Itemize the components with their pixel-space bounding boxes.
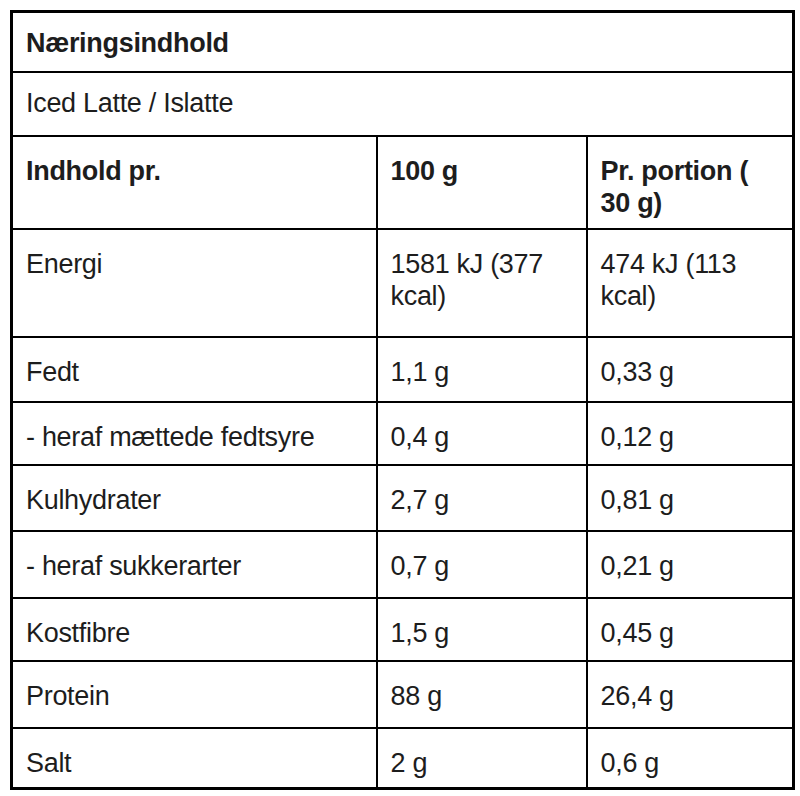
value-per-100g: 1,5 g bbox=[377, 598, 587, 661]
value-per-portion: 0,81 g bbox=[587, 465, 794, 531]
value-per-100g: 0,7 g bbox=[377, 531, 587, 598]
value-per-100g: 2 g bbox=[377, 728, 587, 789]
column-header-label: Indhold pr. bbox=[12, 136, 377, 229]
row-label: Salt bbox=[12, 728, 377, 789]
column-header-per-portion-line1: Pr. portion ( bbox=[601, 155, 783, 187]
value-per-portion: 474 kJ (113 kcal) bbox=[587, 229, 794, 337]
value-per-portion-line2: kcal) bbox=[601, 280, 783, 312]
nutrition-row-salt: Salt 2 g 0,6 g bbox=[12, 728, 794, 789]
row-label: - heraf mættede fedtsyre bbox=[12, 402, 377, 465]
row-label: Protein bbox=[12, 661, 377, 728]
row-label: Kostfibre bbox=[12, 598, 377, 661]
nutrition-row-kulhydrater: Kulhydrater 2,7 g 0,81 g bbox=[12, 465, 794, 531]
row-label: - heraf sukkerarter bbox=[12, 531, 377, 598]
value-per-portion: 0,33 g bbox=[587, 337, 794, 402]
row-label: Energi bbox=[12, 229, 377, 337]
nutrition-row-sukkerarter: - heraf sukkerarter 0,7 g 0,21 g bbox=[12, 531, 794, 598]
value-per-100g-line2: kcal) bbox=[391, 280, 576, 312]
value-per-100g: 1581 kJ (377 kcal) bbox=[377, 229, 587, 337]
value-per-portion: 26,4 g bbox=[587, 661, 794, 728]
value-per-100g: 2,7 g bbox=[377, 465, 587, 531]
product-name: Iced Latte / Islatte bbox=[12, 72, 794, 136]
product-row: Iced Latte / Islatte bbox=[12, 72, 794, 136]
nutrition-row-energi: Energi 1581 kJ (377 kcal) 474 kJ (113 kc… bbox=[12, 229, 794, 337]
value-per-100g: 88 g bbox=[377, 661, 587, 728]
nutrition-row-maettede-fedtsyre: - heraf mættede fedtsyre 0,4 g 0,12 g bbox=[12, 402, 794, 465]
value-per-portion-line1: 474 kJ (113 bbox=[601, 248, 783, 280]
value-per-portion: 0,12 g bbox=[587, 402, 794, 465]
column-header-per-portion: Pr. portion ( 30 g) bbox=[587, 136, 794, 229]
table-title-row: Næringsindhold bbox=[12, 12, 794, 72]
row-label: Fedt bbox=[12, 337, 377, 402]
nutrition-row-kostfibre: Kostfibre 1,5 g 0,45 g bbox=[12, 598, 794, 661]
nutrition-row-protein: Protein 88 g 26,4 g bbox=[12, 661, 794, 728]
column-header-row: Indhold pr. 100 g Pr. portion ( 30 g) bbox=[12, 136, 794, 229]
row-label: Kulhydrater bbox=[12, 465, 377, 531]
nutrition-sheet: Næringsindhold Iced Latte / Islatte Indh… bbox=[10, 10, 795, 790]
value-per-100g: 1,1 g bbox=[377, 337, 587, 402]
nutrition-table: Næringsindhold Iced Latte / Islatte Indh… bbox=[10, 10, 795, 790]
column-header-per-100g: 100 g bbox=[377, 136, 587, 229]
value-per-portion: 0,21 g bbox=[587, 531, 794, 598]
value-per-100g-line1: 1581 kJ (377 bbox=[391, 248, 576, 280]
value-per-portion: 0,45 g bbox=[587, 598, 794, 661]
table-title: Næringsindhold bbox=[12, 12, 794, 72]
value-per-100g: 0,4 g bbox=[377, 402, 587, 465]
nutrition-row-fedt: Fedt 1,1 g 0,33 g bbox=[12, 337, 794, 402]
column-header-per-portion-line2: 30 g) bbox=[601, 187, 783, 219]
value-per-portion: 0,6 g bbox=[587, 728, 794, 789]
